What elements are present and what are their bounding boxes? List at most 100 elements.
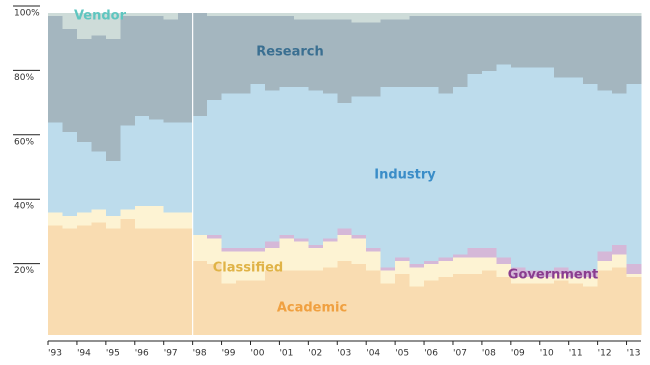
area-segment (236, 248, 252, 252)
area-segment (481, 257, 497, 271)
area-segment (496, 257, 512, 265)
series-label: Research (256, 45, 324, 60)
area-segment (395, 260, 411, 274)
area-segment (236, 93, 252, 249)
area-segment (221, 93, 237, 249)
area-segment (568, 16, 584, 78)
area-segment (76, 38, 92, 142)
area-segment (496, 264, 512, 278)
area-segment (612, 244, 628, 255)
area-segment (62, 29, 78, 133)
x-tick-label: '13 (627, 349, 641, 359)
area-segment (322, 267, 338, 335)
area-segment (554, 273, 570, 281)
area-segment (424, 264, 440, 281)
area-segment (149, 16, 165, 120)
area-segment (91, 13, 107, 36)
area-segment (48, 13, 64, 17)
area-segment (597, 13, 613, 17)
area-segment (178, 212, 194, 229)
area-segment (91, 35, 107, 152)
area-segment (481, 248, 497, 258)
area-segment (163, 122, 179, 213)
area-segment (308, 244, 324, 249)
area-segment (438, 257, 454, 261)
area-segment (510, 277, 526, 284)
area-segment (438, 277, 454, 335)
area-segment (322, 241, 338, 268)
area-segment (149, 13, 165, 17)
area-segment (105, 161, 121, 216)
area-segment (120, 16, 136, 126)
area-segment (597, 16, 613, 91)
y-tick-label: 100% (14, 9, 40, 19)
area-segment (91, 151, 107, 210)
area-segment (207, 238, 223, 265)
area-segment (626, 13, 642, 17)
area-segment (568, 270, 584, 278)
area-segment (322, 13, 338, 20)
area-segment (279, 87, 295, 236)
area-segment (510, 13, 526, 17)
area-segment (221, 283, 237, 335)
area-segment (496, 277, 512, 335)
x-tick-label: '03 (337, 349, 351, 359)
area-segment (366, 13, 382, 23)
area-segment (293, 87, 309, 239)
area-segment (467, 257, 483, 274)
x-tick-label: '12 (598, 349, 612, 359)
area-segment (380, 270, 396, 284)
x-tick-label: '08 (482, 349, 496, 359)
area-segment (308, 90, 324, 245)
area-segment (424, 16, 440, 88)
area-segment (308, 248, 324, 271)
area-segment (149, 206, 165, 229)
area-segment (366, 248, 382, 252)
area-segment (481, 270, 497, 335)
area-segment (250, 13, 266, 17)
x-tick-label: '99 (222, 349, 236, 359)
area-segment (510, 283, 526, 335)
area-segment (279, 235, 295, 239)
area-segment (481, 13, 497, 17)
area-segment (62, 228, 78, 335)
area-segment (207, 99, 223, 236)
area-segment (438, 93, 454, 258)
area-segment (149, 119, 165, 207)
area-segment (163, 13, 179, 20)
area-segment (409, 286, 425, 335)
area-segment (612, 254, 628, 268)
area-segment (496, 13, 512, 17)
area-segment (134, 116, 150, 207)
area-segment (308, 13, 324, 20)
area-segment (409, 264, 425, 268)
area-segment (48, 16, 64, 123)
area-segment (568, 77, 584, 271)
x-tick-label: '06 (424, 349, 438, 359)
area-segment (48, 212, 64, 226)
area-segment (626, 264, 642, 274)
area-segment (539, 277, 555, 284)
area-segment (62, 215, 78, 229)
area-segment (322, 93, 338, 239)
y-tick-label: 60% (14, 137, 34, 147)
area-segment (597, 90, 613, 252)
area-segment (322, 19, 338, 94)
area-segment (192, 13, 208, 117)
area-segment (48, 122, 64, 213)
series-label: Government (508, 268, 598, 283)
area-segment (293, 19, 309, 88)
area-segment (366, 96, 382, 249)
x-tick-label: '94 (77, 349, 91, 359)
area-segment (612, 13, 628, 17)
area-segment (395, 273, 411, 335)
area-segment (568, 277, 584, 284)
area-segment (308, 270, 324, 335)
area-segment (351, 96, 367, 236)
area-segment (554, 267, 570, 274)
area-segment (250, 83, 266, 249)
area-segment (178, 13, 194, 123)
area-segment (351, 235, 367, 239)
area-segment (178, 228, 194, 335)
